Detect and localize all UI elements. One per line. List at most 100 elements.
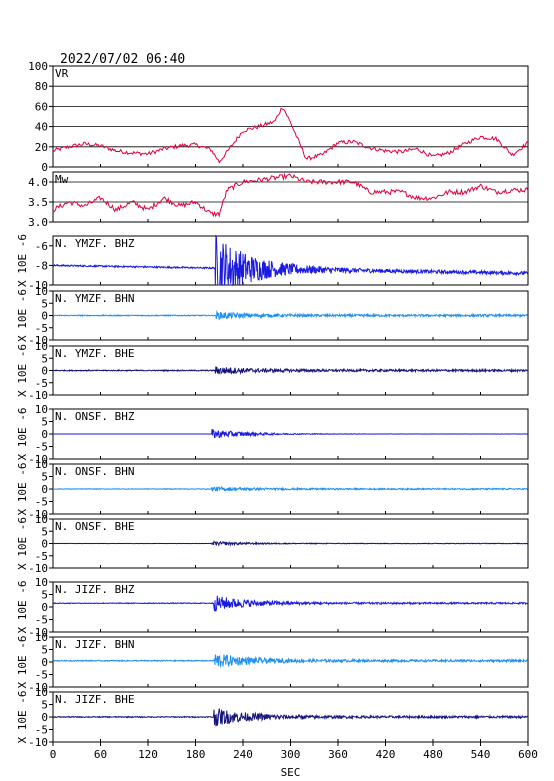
y-tick-label: -10 xyxy=(28,736,48,749)
y-tick-label: 0 xyxy=(41,483,48,496)
x-tick-label: 360 xyxy=(328,748,348,761)
y-tick-label: -5 xyxy=(35,377,48,390)
y-tick-label: 4.0 xyxy=(28,176,48,189)
y-tick-label: 0 xyxy=(41,161,48,174)
y-tick-label: 10 xyxy=(35,686,48,699)
y-tick-label: -5 xyxy=(35,724,48,737)
series-line xyxy=(53,174,528,216)
series-line xyxy=(53,709,528,727)
y-tick-label: 5 xyxy=(41,471,48,484)
y-tick-label: -5 xyxy=(35,322,48,335)
y-tick-label: 5 xyxy=(41,416,48,429)
panel-label: Mw xyxy=(55,173,69,186)
y-tick-label: 5 xyxy=(41,525,48,538)
x-tick-label: 60 xyxy=(94,748,107,761)
y-tick-label: -5 xyxy=(35,669,48,682)
y-tick-label: 10 xyxy=(35,576,48,589)
x-axis-label: SEC xyxy=(281,766,301,779)
y-tick-label: -5 xyxy=(35,614,48,627)
x-tick-label: 540 xyxy=(471,748,491,761)
series-line xyxy=(53,429,528,438)
y-tick-label: -5 xyxy=(35,550,48,563)
y-tick-label: 80 xyxy=(35,80,48,93)
y-tick-label: 10 xyxy=(35,458,48,471)
x-tick-label: 0 xyxy=(50,748,57,761)
y-tick-label: 10 xyxy=(35,285,48,298)
series-line xyxy=(53,312,528,319)
y-axis-label: X 10E -6 xyxy=(16,289,29,342)
series-line xyxy=(53,108,528,162)
y-axis-label: X 10E -6 xyxy=(16,408,29,461)
y-axis-label: X 10E -6 xyxy=(16,344,29,397)
panel-0: 100 80 60 40 20 0 VR xyxy=(28,60,528,174)
panel-label: N. YMZF. BHN xyxy=(55,292,134,305)
panel-label: N. YMZF. BHZ xyxy=(55,237,135,250)
y-tick-label: -10 xyxy=(28,389,48,402)
x-tick-label: 480 xyxy=(423,748,443,761)
y-axis-label: X 10E -6 xyxy=(16,463,29,516)
panel-frame xyxy=(53,66,528,167)
y-tick-label: 0 xyxy=(41,538,48,551)
panel-label: N. ONSF. BHE xyxy=(55,520,134,533)
x-tick-label: 600 xyxy=(518,748,538,761)
y-tick-label: 0 xyxy=(41,365,48,378)
y-axis-label: X 10E -6 xyxy=(16,517,29,570)
y-axis-label: X 10E -6 xyxy=(16,691,29,744)
y-tick-label: 5 xyxy=(41,644,48,657)
header-datetime: 2022/07/02 06:40 xyxy=(60,52,185,67)
y-tick-label: 5 xyxy=(41,297,48,310)
x-tick-label: 300 xyxy=(281,748,301,761)
y-tick-label: -5 xyxy=(35,496,48,509)
panel-frame xyxy=(53,172,528,222)
series-line xyxy=(53,542,528,546)
series-line xyxy=(53,487,528,492)
panel-label: N. YMZF. BHE xyxy=(55,347,134,360)
y-tick-label: 100 xyxy=(28,60,48,73)
panel-label: N. ONSF. BHZ xyxy=(55,410,135,423)
y-tick-label: 5 xyxy=(41,352,48,365)
y-tick-label: 5 xyxy=(41,589,48,602)
panel-1: 4.0 3.5 3.0 Mw xyxy=(28,172,528,229)
y-axis-label: X 10E -6 xyxy=(16,636,29,689)
y-tick-label: 10 xyxy=(35,513,48,526)
panel-label: VR xyxy=(55,67,69,80)
y-tick-label: 5 xyxy=(41,699,48,712)
y-axis-label: X 10E -6 xyxy=(16,234,29,287)
y-tick-label: 40 xyxy=(35,121,48,134)
y-tick-label: 3.5 xyxy=(28,196,48,209)
y-tick-label: 10 xyxy=(35,403,48,416)
y-tick-label: 0 xyxy=(41,310,48,323)
x-tick-label: 180 xyxy=(186,748,206,761)
y-tick-label: 0 xyxy=(41,428,48,441)
series-line xyxy=(53,655,528,667)
y-tick-label: 0 xyxy=(41,656,48,669)
x-tick-label: 240 xyxy=(233,748,253,761)
series-line xyxy=(53,366,528,374)
x-tick-label: 120 xyxy=(138,748,158,761)
y-axis-label: X 10E -6 xyxy=(16,581,29,634)
y-tick-label: 10 xyxy=(35,340,48,353)
x-tick-label: 420 xyxy=(376,748,396,761)
y-tick-label: -10 xyxy=(28,562,48,575)
y-tick-label: 60 xyxy=(35,100,48,113)
panel-label: N. JIZF. BHE xyxy=(55,693,134,706)
y-tick-label: 0 xyxy=(41,601,48,614)
panel-2: -6 -8 -10X 10E -6 N. YMZF. BHZ xyxy=(16,234,528,292)
y-tick-label: 3.0 xyxy=(28,216,48,229)
panel-label: N. JIZF. BHZ xyxy=(55,583,135,596)
y-tick-label: 20 xyxy=(35,141,48,154)
panel-label: N. ONSF. BHN xyxy=(55,465,134,478)
series-line xyxy=(53,596,528,611)
y-tick-label: -5 xyxy=(35,441,48,454)
y-tick-label: 0 xyxy=(41,711,48,724)
y-tick-label: 10 xyxy=(35,631,48,644)
panel-label: N. JIZF. BHN xyxy=(55,638,134,651)
